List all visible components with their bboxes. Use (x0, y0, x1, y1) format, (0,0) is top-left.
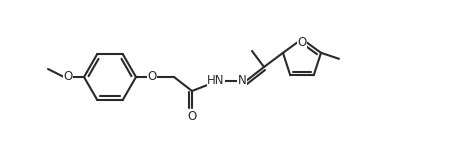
Text: O: O (297, 35, 306, 49)
Text: O: O (147, 70, 157, 83)
Text: HN: HN (207, 74, 225, 87)
Text: N: N (238, 74, 246, 87)
Text: O: O (63, 70, 73, 83)
Text: O: O (187, 110, 196, 122)
